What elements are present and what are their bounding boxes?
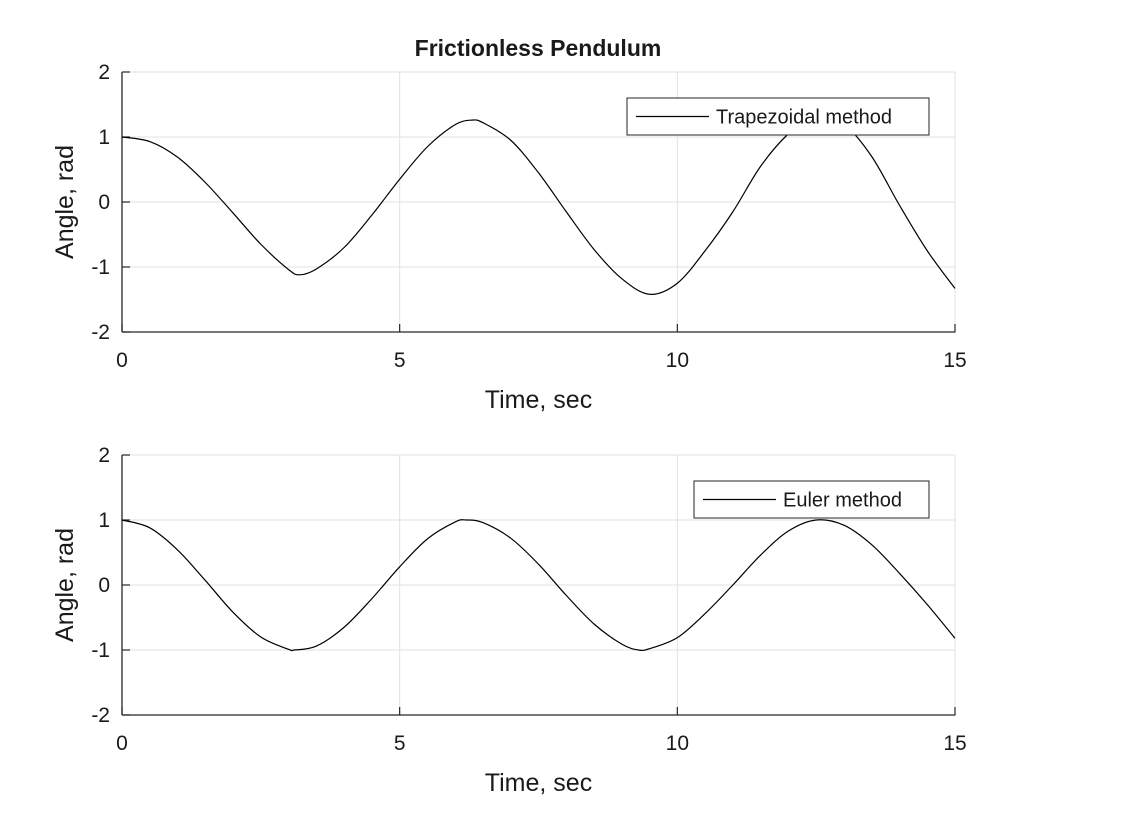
x-tick-label: 15 — [943, 349, 966, 372]
x-tick-label: 10 — [666, 349, 689, 372]
y-tick-label: 1 — [98, 126, 110, 149]
x-tick-label: 0 — [116, 349, 128, 372]
legend-entry: Trapezoidal method — [716, 107, 892, 129]
bottom-subplot: 0 5 10 15 -2 -1 0 1 2 Time, sec Angle, rad Euler me… — [51, 444, 967, 797]
x-tick-label: 0 — [116, 732, 128, 755]
y-axis-label: Angle, rad — [51, 145, 79, 259]
x-tick-label: 5 — [394, 349, 406, 372]
figure-title: Frictionless Pendulum — [415, 35, 662, 61]
y-tick-label: 0 — [98, 191, 110, 214]
x-tick-label: 5 — [394, 732, 406, 755]
y-tick-label: 2 — [98, 61, 110, 84]
top-subplot: 0 5 10 15 -2 -1 0 1 2 Time, sec Angle, rad Trapezoi… — [51, 61, 967, 414]
legend-entry: Euler method — [783, 490, 902, 512]
x-axis-label: Time, sec — [485, 386, 592, 414]
y-tick-label: -2 — [91, 704, 110, 727]
x-tick-label: 10 — [666, 732, 689, 755]
y-tick-label: -1 — [91, 639, 110, 662]
y-tick-label: 1 — [98, 509, 110, 532]
y-tick-label: 0 — [98, 574, 110, 597]
x-axis-label: Time, sec — [485, 769, 592, 797]
y-tick-label: -1 — [91, 256, 110, 279]
y-tick-label: -2 — [91, 321, 110, 344]
y-axis-label: Angle, rad — [51, 528, 79, 642]
x-tick-label: 15 — [943, 732, 966, 755]
y-tick-label: 2 — [98, 444, 110, 467]
series-line — [121, 519, 956, 652]
